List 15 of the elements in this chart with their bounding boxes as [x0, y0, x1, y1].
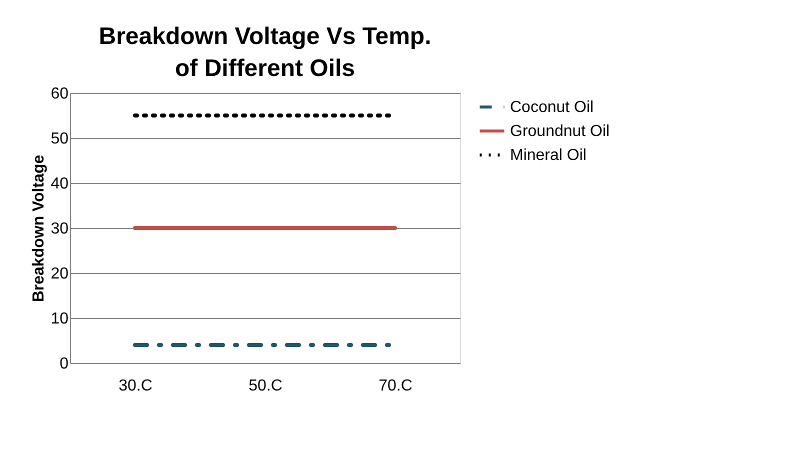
y-axis-title: Breakdown Voltage [30, 154, 48, 302]
y-tick-label: 20 [50, 266, 69, 282]
x-tick-label: 50.C [248, 378, 282, 394]
legend-label: Mineral Oil [510, 147, 586, 164]
y-tick-label: 60 [50, 86, 69, 102]
x-tick-label: 70.C [378, 378, 412, 394]
y-tick-label: 50 [50, 130, 69, 148]
legend-label: Coconut Oil [510, 99, 594, 116]
legend-label: Groundnut Oil [510, 123, 610, 140]
y-tick-label: 40 [50, 176, 69, 192]
chart-title: Breakdown Voltage Vs Temp. of Different Oils [98, 23, 432, 82]
y-tick-label: 30 [50, 220, 69, 238]
y-tick-label: 0 [60, 356, 69, 372]
y-tick-label: 10 [50, 310, 69, 328]
x-tick-label: 30.C [118, 378, 152, 394]
